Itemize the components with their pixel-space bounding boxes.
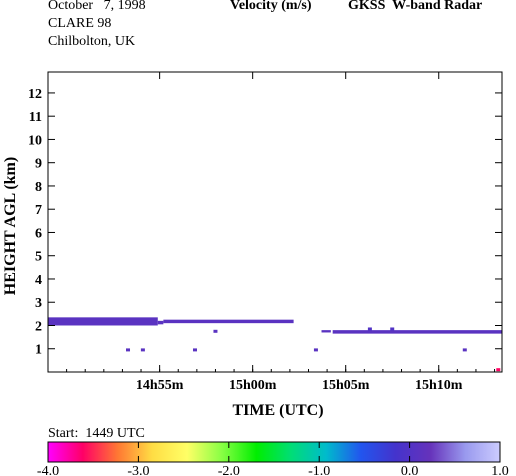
x-tick-label: 15h00m	[229, 378, 277, 393]
echo-layer	[163, 319, 294, 324]
colorbar-gradient	[47, 441, 501, 463]
echo-point	[213, 329, 218, 333]
colorbar-start-label: Start: 1449 UTC	[48, 426, 145, 441]
y-tick-label: 10	[28, 133, 42, 148]
echo-point	[390, 327, 395, 331]
y-tick-label: 1	[35, 343, 42, 358]
date-label: October 7, 1998	[48, 0, 146, 13]
y-tick-label: 3	[35, 296, 42, 311]
campaign-label: CLARE 98	[48, 16, 112, 31]
colorbar-tick-label: -2.0	[218, 464, 240, 476]
echo-layer	[321, 330, 331, 333]
y-tick-label: 6	[35, 226, 42, 241]
echo-point	[313, 348, 318, 352]
location-label: Chilbolton, UK	[48, 34, 136, 49]
echo-point	[367, 327, 372, 331]
y-tick-label: 11	[29, 110, 42, 125]
echo-layer	[332, 330, 502, 334]
colorbar-tick-label: 0.0	[401, 464, 419, 476]
y-tick-label: 2	[35, 319, 42, 334]
echo-point	[192, 348, 197, 352]
echo-layer	[48, 322, 158, 326]
colorbar-tick-label: 1.0	[491, 464, 509, 476]
quantity-label: Velocity (m/s)	[230, 0, 312, 13]
instrument-label: GKSS W-band Radar	[348, 0, 483, 13]
colorbar-tick-label: -3.0	[127, 464, 149, 476]
y-tick-label: 12	[28, 87, 42, 102]
x-axis-title: TIME (UTC)	[232, 402, 323, 419]
y-tick-label: 8	[35, 180, 42, 195]
y-tick-label: 9	[35, 157, 42, 172]
echo-layer	[157, 320, 164, 325]
x-tick-label: 14h55m	[136, 378, 184, 393]
colorbar-tick-label: -4.0	[37, 464, 59, 476]
echo-point	[140, 348, 145, 352]
plot-frame	[47, 71, 503, 373]
echo-point	[462, 348, 467, 352]
y-axis-title: HEIGHT AGL (km)	[2, 157, 19, 295]
y-tick-label: 7	[35, 203, 42, 218]
x-tick-label: 15h10m	[415, 378, 463, 393]
echo-point	[126, 348, 131, 352]
x-tick-label: 15h05m	[322, 378, 370, 393]
y-tick-label: 5	[35, 250, 42, 265]
colorbar-tick-label: -1.0	[308, 464, 330, 476]
echo-point	[496, 368, 501, 372]
y-tick-label: 4	[35, 273, 42, 288]
echo-layer	[48, 317, 158, 322]
